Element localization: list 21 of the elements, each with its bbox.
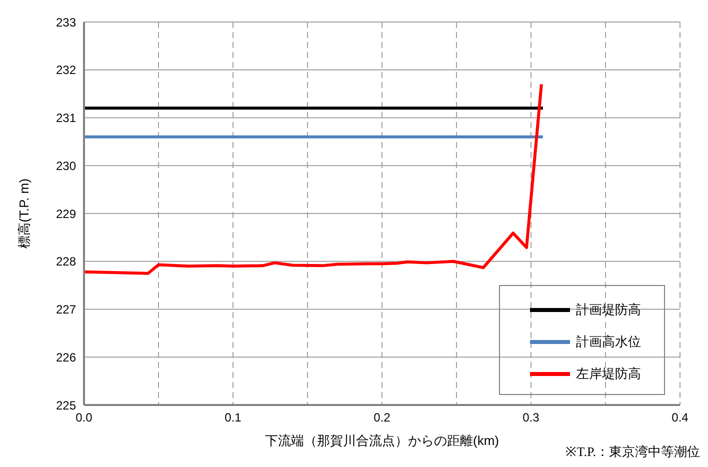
line-series: [84, 82, 543, 275]
text: ※T.P.：東京湾中等潮位: [566, 443, 700, 461]
y-tick-label: 226: [56, 350, 76, 364]
x-tick-label: 0.4: [672, 410, 689, 425]
x-tick-label: 0.2: [374, 410, 391, 425]
x-axis-title: 下流端（那賀川合流点）からの距離(km): [265, 433, 499, 448]
y-tick-label: 225: [56, 398, 76, 412]
y-tick-label: 227: [56, 302, 76, 317]
y-tick-label: 228: [56, 254, 76, 269]
y-tick-label: 230: [56, 158, 76, 173]
legend-label: 計画高水位: [576, 333, 641, 351]
y-axis-title: 標高(T.P. m): [16, 178, 32, 248]
x-tick-label: 0.3: [522, 410, 540, 425]
legend-label: 計画堤防高: [576, 301, 641, 319]
y-tick-label: 233: [56, 15, 76, 30]
x-tick-label: 0.1: [224, 410, 242, 425]
x-tick-label: 0.0: [76, 410, 93, 425]
y-tick-label: 231: [56, 111, 76, 126]
legend-label: 左岸堤防高: [576, 365, 641, 383]
y-tick-label: 232: [56, 63, 76, 78]
y-tick-label: 229: [56, 206, 76, 221]
